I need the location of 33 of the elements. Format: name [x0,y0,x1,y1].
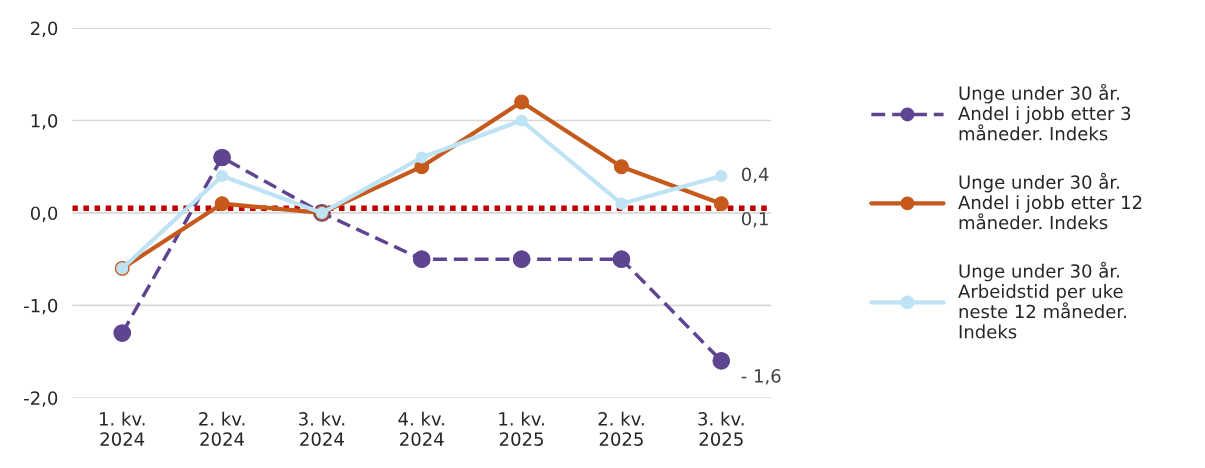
point [615,197,628,210]
legend-label: Unge under 30 år. Arbeidstid per uke neste 12 måneder. Indeks [958,261,1126,339]
point [213,148,231,167]
y-tick-label: 2,0 [31,21,58,38]
point [613,159,629,175]
point [712,351,731,370]
point [715,169,728,183]
x-tick-label: 2. kv. 2024 [199,411,245,446]
point [415,151,428,164]
point [214,196,230,212]
x-tick-label: 2. kv. 2025 [598,411,644,446]
point [215,169,229,183]
point [713,196,729,212]
point [515,114,528,127]
x-tick-label: 3. kv. 2025 [698,411,744,446]
legend-label: Unge under 30 år. Andel i jobb etter 3 måneder. Indeks [958,83,1131,141]
x-tick-label: 1. kv. 2024 [99,411,145,446]
y-tick-label: 1,0 [31,113,58,130]
data-label: 0,1 [741,211,768,228]
y-tick-label: 0,0 [30,206,58,222]
x-tick-label: 4. kv. 2024 [398,411,445,446]
point [612,250,631,269]
legend-label: Unge under 30 år. Andel i jobb etter 12 måneder. Indeks [958,172,1142,230]
x-tick-label: 3. kv. 2024 [299,411,345,446]
x-tick-label: 1. kv. 2025 [499,411,544,446]
point [412,250,431,269]
point [113,324,132,342]
point [514,94,530,110]
y-tick-label: -2,0 [24,391,58,407]
data-label: - 1,6 [741,369,781,385]
data-label: 0,4 [741,167,769,184]
point [512,250,531,269]
y-tick-label: -1,0 [24,298,58,315]
